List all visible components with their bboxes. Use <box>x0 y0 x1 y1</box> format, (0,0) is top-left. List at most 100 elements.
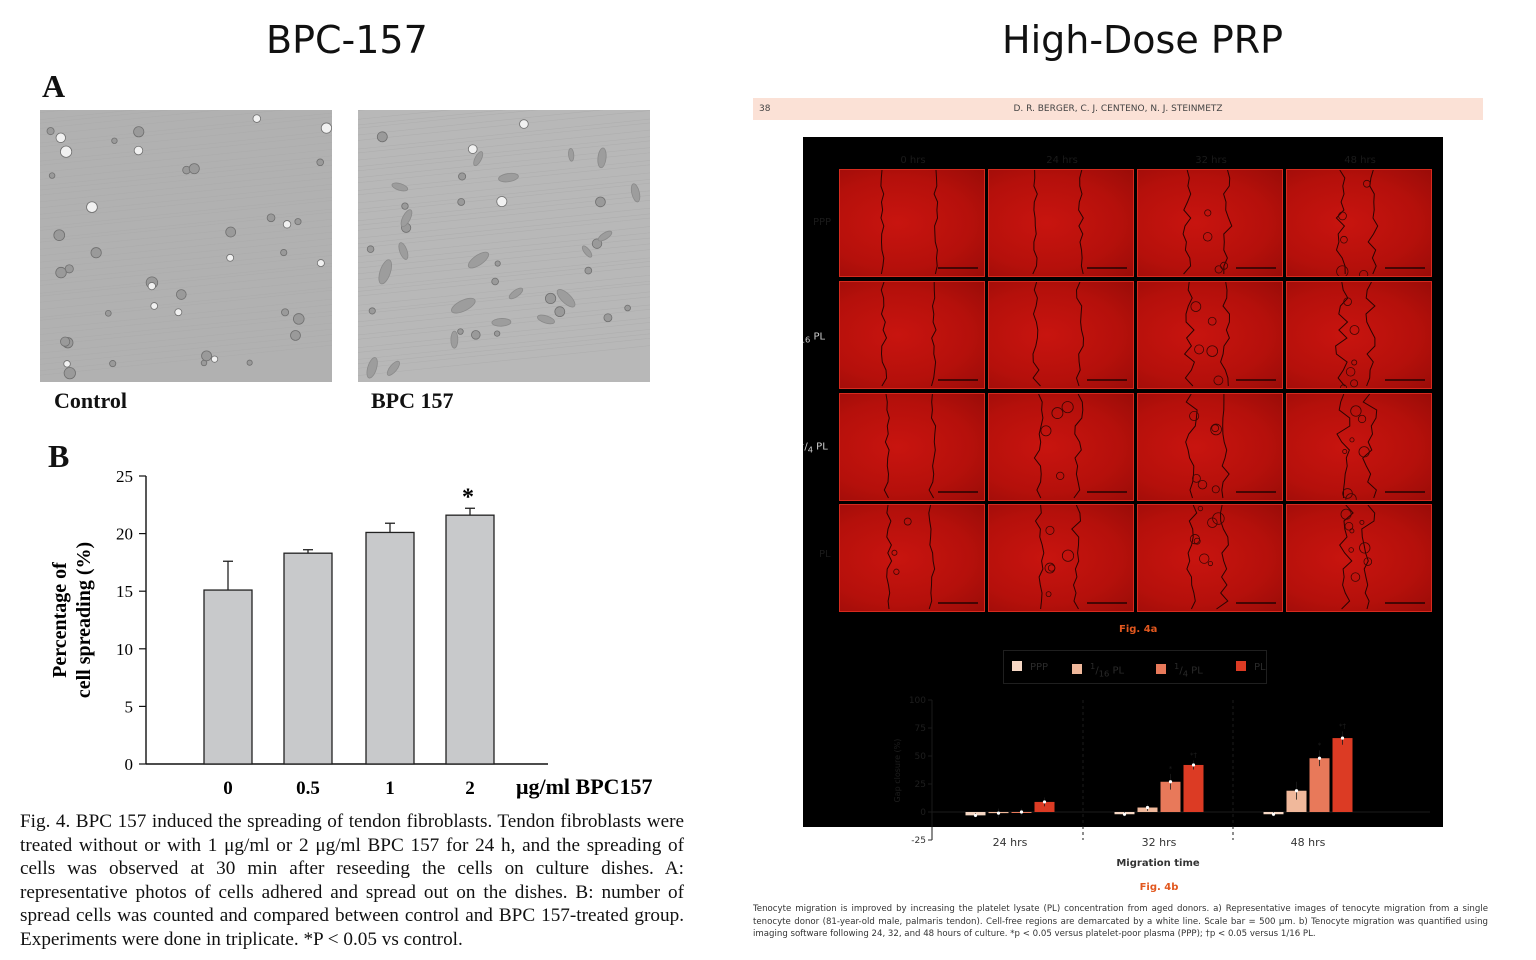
spread-cell <box>400 209 413 227</box>
migrating-cell <box>1061 401 1074 414</box>
gap-closure-chart: -25 0 25 50 75 100 24 hrs * *† 32 hrs * *† 48 hrs Gap… <box>893 696 1430 893</box>
round-cell <box>133 145 144 156</box>
round-cell <box>46 127 55 136</box>
data-point <box>996 811 1001 815</box>
bar <box>1034 801 1055 812</box>
concentration-label: PPP <box>813 217 832 228</box>
micrograph-texture <box>358 317 650 349</box>
migrating-cell <box>1194 344 1205 355</box>
spread-cell <box>537 314 555 325</box>
bar <box>1160 781 1181 812</box>
round-cell <box>584 266 593 275</box>
micrograph-texture <box>40 263 332 294</box>
round-cell <box>86 201 98 213</box>
y-tick-label: 0 <box>125 755 134 774</box>
fig-4a-label: Fig. 4a <box>1119 624 1158 635</box>
gap-boundary <box>1362 394 1378 499</box>
migrating-cell <box>1340 235 1348 244</box>
micrograph-texture <box>40 225 332 257</box>
migration-image <box>1137 504 1283 612</box>
spread-cell <box>450 330 459 349</box>
x-tick-label: 32 hrs <box>1142 836 1177 849</box>
gap-boundary <box>1221 394 1230 499</box>
micrograph-texture <box>358 110 507 126</box>
migration-image <box>1137 393 1283 501</box>
round-cell <box>493 330 501 337</box>
micrograph-texture <box>358 265 650 297</box>
left-heading: BPC-157 <box>266 18 428 62</box>
migrating-cell <box>1214 265 1223 274</box>
round-cell <box>366 245 375 253</box>
migrating-cell <box>891 549 898 556</box>
y-tick-label: 15 <box>116 582 133 601</box>
gap-boundary <box>1336 394 1351 498</box>
migrating-cell <box>1047 564 1056 572</box>
micrograph-texture <box>358 283 650 315</box>
migrating-cell <box>1192 473 1201 483</box>
migrating-cell <box>1061 549 1075 562</box>
micrograph-texture <box>358 110 452 120</box>
significance-mark: * <box>462 484 474 510</box>
gap-boundary <box>1220 282 1231 387</box>
micrograph-texture <box>358 172 650 204</box>
round-cell <box>104 309 112 317</box>
micrograph-texture <box>358 122 650 154</box>
round-cell <box>316 158 324 167</box>
gap-boundary <box>1033 394 1044 499</box>
micrograph-texture <box>40 290 332 321</box>
micrograph-texture <box>40 110 223 129</box>
gap-boundary <box>1223 170 1233 275</box>
timepoint-label: 32 hrs <box>1195 155 1227 166</box>
micrograph-texture <box>358 110 604 136</box>
micrograph-texture <box>40 196 332 228</box>
micrograph-texture <box>358 280 650 312</box>
panel-b-letter: B <box>48 438 70 474</box>
migration-image <box>839 169 985 277</box>
migrating-cell <box>1359 519 1365 525</box>
spread-cell <box>597 230 613 242</box>
migrating-cell <box>1345 493 1357 500</box>
right-heading: High-Dose PRP <box>1002 18 1284 62</box>
round-cell <box>368 307 376 315</box>
round-cell <box>519 119 529 129</box>
x-tick-label: 0.5 <box>296 778 320 799</box>
timepoint-label: 48 hrs <box>1344 155 1376 166</box>
data-point <box>973 813 978 817</box>
y-axis-label: Gap closure (%) <box>893 739 902 803</box>
micrograph-texture <box>40 135 332 166</box>
migrating-cell <box>1206 345 1219 357</box>
migrating-cell <box>1211 485 1220 494</box>
micrograph-texture <box>358 296 650 328</box>
micrograph-texture <box>40 344 332 376</box>
micrograph-texture <box>358 243 650 275</box>
data-point <box>1271 812 1276 816</box>
spread-cell <box>556 289 576 308</box>
migrating-cell <box>1204 209 1212 217</box>
micrograph-texture <box>358 136 650 167</box>
round-cell <box>545 292 557 305</box>
gap-boundary <box>1032 282 1041 387</box>
round-cell <box>281 308 290 317</box>
y-tick-label: 5 <box>125 697 134 716</box>
data-point <box>1122 812 1127 816</box>
spread-cell <box>630 183 641 203</box>
x-tick-label: 2 <box>465 778 475 799</box>
control-label: Control <box>54 388 127 413</box>
migrating-cell <box>893 568 900 575</box>
round-cell <box>55 266 67 279</box>
round-cell <box>496 196 508 207</box>
round-cell <box>554 306 566 318</box>
gap-boundary <box>1365 282 1376 387</box>
migration-image <box>839 504 985 612</box>
legend-item: 1/4 PL <box>1156 661 1203 678</box>
migration-image <box>988 169 1134 277</box>
migrating-cell <box>903 517 912 526</box>
migrating-cell <box>1342 449 1348 454</box>
migrating-cell <box>1207 560 1213 567</box>
micrograph-texture <box>358 207 650 239</box>
data-point <box>1317 756 1322 760</box>
migrating-cell <box>1344 521 1354 531</box>
migrating-cell <box>1358 446 1370 458</box>
round-cell <box>150 302 158 310</box>
